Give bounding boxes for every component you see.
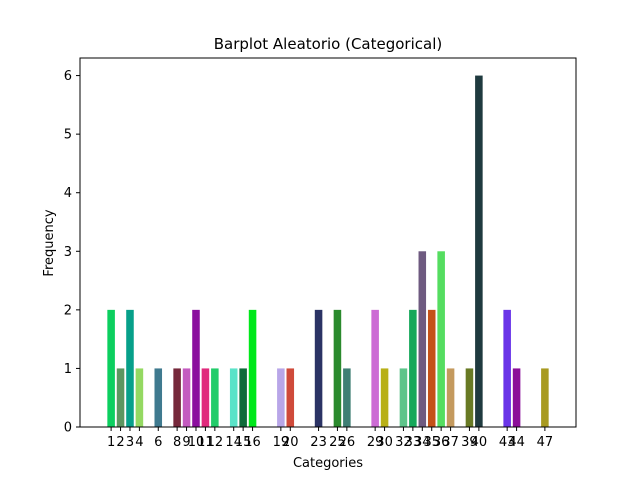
bar-15 — [239, 368, 247, 427]
bar-33 — [409, 309, 417, 427]
x-axis-label: Categories — [293, 456, 363, 471]
x-tick-label: 23 — [310, 435, 327, 450]
bar-11 — [201, 368, 210, 427]
bar-6 — [154, 368, 163, 427]
y-tick-label: 3 — [64, 245, 72, 260]
x-tick-label: 26 — [339, 435, 356, 450]
x-tick-label: 12 — [207, 435, 224, 450]
bar-30 — [380, 368, 389, 427]
bar-16 — [248, 309, 257, 427]
x-tick-label: 10 — [188, 435, 205, 450]
x-tick-label: 43 — [499, 435, 516, 450]
bar-1 — [107, 309, 115, 427]
bar-43 — [503, 309, 511, 427]
bar-12 — [211, 368, 219, 427]
bar-29 — [371, 309, 379, 427]
x-tick-label: 14 — [225, 435, 242, 450]
chart-title: Barplot Aleatorio (Categorical) — [214, 35, 442, 53]
x-tick-label: 34 — [414, 435, 431, 450]
bar-40 — [475, 75, 483, 428]
bar-39 — [465, 368, 474, 427]
x-tick-label: 29 — [367, 435, 384, 450]
y-tick-label: 6 — [64, 69, 72, 84]
plot-frame — [79, 57, 577, 428]
x-tick-label: 9 — [182, 435, 190, 450]
bar-3 — [126, 309, 134, 427]
x-tick-label: 11 — [197, 435, 214, 450]
bar-20 — [286, 368, 295, 427]
y-axis-label: Frequency — [42, 209, 57, 276]
bar-4 — [135, 368, 144, 427]
x-tick-label: 44 — [508, 435, 525, 450]
bar-23 — [314, 309, 323, 427]
x-tick-label: 15 — [235, 435, 252, 450]
y-tick-label: 1 — [64, 362, 72, 377]
x-tick-label: 16 — [244, 435, 261, 450]
bar-8 — [173, 368, 181, 427]
x-tick-label: 37 — [442, 435, 459, 450]
y-tick-label: 4 — [64, 186, 72, 201]
x-tick-label: 32 — [395, 435, 412, 450]
x-tick-label: 2 — [116, 435, 124, 450]
x-tick-label: 39 — [461, 435, 478, 450]
bar-26 — [343, 368, 351, 427]
x-tick-label: 47 — [537, 435, 554, 450]
y-tick-label: 5 — [64, 128, 72, 143]
axes-layer — [79, 57, 577, 428]
bar-14 — [229, 368, 238, 427]
x-tick-label: 35 — [423, 435, 440, 450]
x-tick-label: 8 — [173, 435, 181, 450]
bar-34 — [418, 251, 427, 427]
x-tick-label: 25 — [329, 435, 346, 450]
bar-47 — [541, 368, 549, 427]
bar-32 — [399, 368, 408, 427]
y-ticks: 0 1 2 3 4 5 6 — [64, 69, 80, 436]
x-tick-label: 33 — [405, 435, 422, 450]
bar-37 — [446, 368, 455, 427]
y-tick-label: 2 — [64, 303, 72, 318]
x-tick-label: 20 — [282, 435, 299, 450]
x-tick-label: 6 — [154, 435, 162, 450]
x-tick-label: 4 — [135, 435, 143, 450]
bar-25 — [333, 309, 342, 427]
x-tick-label: 19 — [273, 435, 290, 450]
bar-9 — [182, 368, 191, 427]
bar-36 — [437, 251, 445, 427]
bar-44 — [512, 368, 521, 427]
x-tick-label: 36 — [433, 435, 450, 450]
bar-19 — [277, 368, 285, 427]
bar-10 — [192, 309, 200, 427]
bars-layer — [107, 75, 549, 428]
y-tick-label: 0 — [64, 421, 72, 436]
x-tick-label: 1 — [107, 435, 115, 450]
x-tick-label: 40 — [471, 435, 488, 450]
x-tick-label: 30 — [376, 435, 393, 450]
bar-35 — [427, 309, 436, 427]
x-tick-label: 3 — [126, 435, 134, 450]
bar-2 — [116, 368, 125, 427]
